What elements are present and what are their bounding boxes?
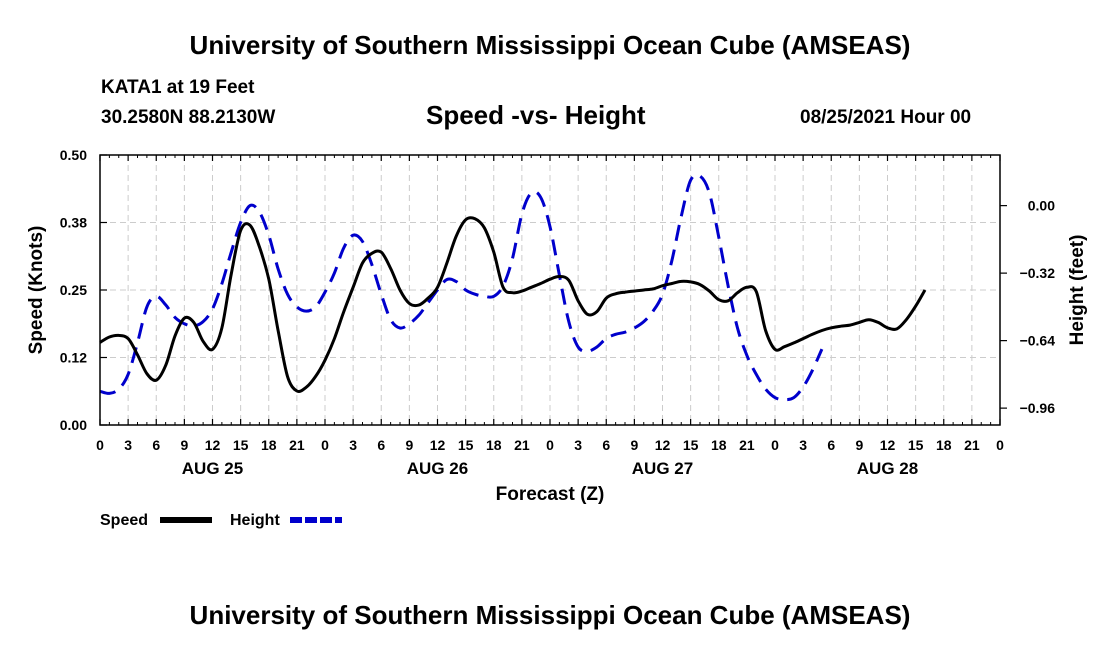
day-label: AUG 28 xyxy=(857,459,918,478)
x-tick-label: 21 xyxy=(964,437,980,453)
chart-title: University of Southern Mississippi Ocean… xyxy=(189,30,911,60)
x-tick-label: 0 xyxy=(996,437,1004,453)
x-tick-label: 18 xyxy=(261,437,277,453)
x-tick-label: 9 xyxy=(180,437,188,453)
day-label: AUG 27 xyxy=(632,459,693,478)
x-tick-label: 3 xyxy=(124,437,132,453)
x-tick-label: 12 xyxy=(430,437,446,453)
x-tick-label: 6 xyxy=(152,437,160,453)
x-axis-title: Forecast (Z) xyxy=(496,484,605,505)
x-tick-label: 0 xyxy=(546,437,554,453)
x-tick-label: 3 xyxy=(349,437,357,453)
y2-tick-label: −0.96 xyxy=(1020,400,1056,416)
day-label: AUG 25 xyxy=(182,459,243,478)
y-tick-label: 0.12 xyxy=(60,350,87,366)
y-tick-label: 0.25 xyxy=(60,282,87,298)
x-tick-label: 3 xyxy=(574,437,582,453)
x-tick-label: 15 xyxy=(683,437,699,453)
x-tick-label: 18 xyxy=(711,437,727,453)
x-tick-label: 12 xyxy=(655,437,671,453)
x-tick-label: 9 xyxy=(630,437,638,453)
y-axis-title: Speed (Knots) xyxy=(26,226,47,355)
forecast-datetime: 08/25/2021 Hour 00 xyxy=(800,107,972,128)
x-tick-label: 21 xyxy=(739,437,755,453)
grid-lines xyxy=(100,155,1000,425)
legend: Speed Height xyxy=(100,512,342,529)
x-tick-label: 0 xyxy=(96,437,104,453)
series-line-speed xyxy=(99,216,927,394)
y-tick-label: 0.50 xyxy=(60,147,87,163)
x-tick-label: 15 xyxy=(233,437,249,453)
x-tick-label: 0 xyxy=(321,437,329,453)
x-tick-label: 12 xyxy=(205,437,221,453)
legend-label-speed: Speed xyxy=(100,512,148,529)
x-tick-label: 18 xyxy=(486,437,502,453)
y2-tick-label: −0.64 xyxy=(1020,333,1056,349)
x-tick-label: 18 xyxy=(936,437,952,453)
x-tick-label: 21 xyxy=(289,437,305,453)
speed-height-chart: 0 3 6 9 12 15 18 21 0 3 6 9 12 15 18 21 0 3 6 9 12 15 18 21 0 3 6 9… xyxy=(26,147,1088,529)
x-tick-label: 15 xyxy=(458,437,474,453)
y2-tick-label: −0.32 xyxy=(1020,265,1056,281)
day-label: AUG 26 xyxy=(407,459,468,478)
y-tick-label: 0.00 xyxy=(60,417,87,433)
axes: 0 3 6 9 12 15 18 21 0 3 6 9 12 15 18 21 0 3 6 9 12 15 18 21 0 3 6 9… xyxy=(60,147,1055,478)
x-tick-label: 21 xyxy=(514,437,530,453)
legend-label-height: Height xyxy=(230,512,280,529)
chart-subtitle: Speed -vs- Height xyxy=(426,100,646,130)
x-tick-label: 6 xyxy=(377,437,385,453)
x-tick-label: 9 xyxy=(405,437,413,453)
y-tick-label: 0.38 xyxy=(60,215,87,231)
x-tick-label: 3 xyxy=(799,437,807,453)
x-tick-label: 0 xyxy=(771,437,779,453)
y2-axis-title: Height (feet) xyxy=(1067,235,1088,346)
x-tick-label: 6 xyxy=(827,437,835,453)
x-tick-label: 9 xyxy=(855,437,863,453)
footer-title: University of Southern Mississippi Ocean… xyxy=(189,600,911,630)
x-tick-label: 15 xyxy=(908,437,924,453)
y2-tick-label: 0.00 xyxy=(1028,198,1055,214)
x-tick-label: 12 xyxy=(880,437,896,453)
series-lines xyxy=(99,173,927,402)
station-label: KATA1 at 19 Feet xyxy=(101,77,255,98)
station-coordinates: 30.2580N 88.2130W xyxy=(101,107,276,128)
series-line-height xyxy=(99,173,824,402)
x-tick-label: 6 xyxy=(602,437,610,453)
